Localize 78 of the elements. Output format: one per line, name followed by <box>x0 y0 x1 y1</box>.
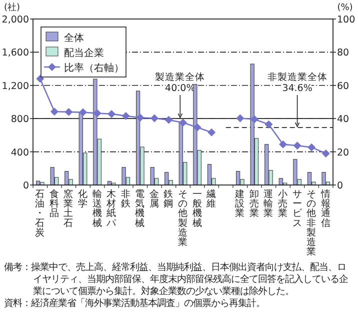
point <box>322 149 330 158</box>
point <box>193 123 202 132</box>
x-tick-label: サービス <box>292 189 304 229</box>
x-tick-label: 窯業土石 <box>64 188 74 229</box>
y2-tick-label: 0 <box>337 180 344 192</box>
x-tick-label: 電気機械 <box>135 189 146 229</box>
bar <box>178 121 183 186</box>
point <box>122 112 130 120</box>
bar <box>293 159 298 186</box>
bar <box>136 90 140 186</box>
point <box>36 74 44 83</box>
legend-label: 配当企業 <box>64 47 104 59</box>
x-tick-label: その他非製造業 <box>306 189 317 258</box>
x-tick-label: 建設業 <box>234 188 246 220</box>
bar <box>307 172 312 186</box>
text: 備考：操業中で、売上高、経常利益、当期純利益、日本側出資者向け支払、配当、ロイヤリティ、当期内部留保、年度末内部留保残高に全て回答を記入している企業について個票から集計。対象企業数の少ない業種は除外した。 <box>4 262 349 298</box>
y-tick-label: 1,200 <box>2 80 29 92</box>
bar <box>93 78 98 186</box>
y2-tick-label: 80 <box>337 48 350 59</box>
y-tick-label: 400 <box>10 147 29 158</box>
x-tick-label: 輸送機械 <box>92 188 102 229</box>
y-axis-title: (社) <box>4 2 20 13</box>
bar <box>207 164 212 186</box>
bar <box>322 172 326 186</box>
x-tick-label: 卸売業 <box>249 188 260 220</box>
point <box>264 120 273 128</box>
point <box>150 114 158 122</box>
y-tick-label: 2,000 <box>2 14 29 26</box>
point <box>50 108 58 116</box>
y2-tick-label: 40 <box>337 114 350 126</box>
bar <box>122 167 126 186</box>
y-tick-label: 0 <box>22 180 29 192</box>
x-tick-label: 金属 <box>149 188 160 210</box>
point <box>79 108 87 116</box>
point <box>208 128 216 136</box>
y2-tick-label: 60 <box>337 80 350 92</box>
bar <box>236 171 240 186</box>
point <box>64 108 73 116</box>
y2-tick-label: 100 <box>337 14 356 26</box>
x-tick-label: 一般機械 <box>192 189 202 229</box>
bar <box>193 84 198 186</box>
x-tick-label: 石油・石炭 <box>35 189 46 238</box>
x-tick-label: 化学 <box>78 188 88 210</box>
point <box>136 114 144 122</box>
x-tick-label: 情報通信 <box>320 188 331 229</box>
x-tick-label: 食料品 <box>49 188 60 220</box>
y2-axis-title: (%) <box>337 3 353 13</box>
bar <box>164 172 169 186</box>
point <box>236 114 244 122</box>
legend-label: 比率（右軸） <box>64 62 124 74</box>
point <box>279 140 287 148</box>
bar <box>250 64 254 186</box>
point <box>293 142 302 150</box>
point <box>308 143 316 152</box>
y2-tick-label: 20 <box>337 147 350 158</box>
legend-label: 全体 <box>64 32 84 44</box>
point <box>179 118 187 127</box>
point <box>108 110 116 118</box>
bar <box>150 167 154 186</box>
x-tick-label: 小売業 <box>278 188 288 220</box>
x-tick-label: その他製造業 <box>178 189 188 248</box>
bar <box>64 171 69 186</box>
x-tick-label: 鉄鋼 <box>164 188 174 210</box>
y-tick-label: 1,600 <box>2 48 29 59</box>
point <box>250 115 258 124</box>
ref-line-label: 非製造業全体 34.6% <box>267 71 328 94</box>
bar <box>50 167 54 186</box>
point <box>93 109 102 118</box>
y-tick-label: 800 <box>10 114 29 126</box>
bar <box>264 144 269 186</box>
x-tick-label: 繊維 <box>206 188 217 210</box>
x-tick-label: 木材紙パ <box>106 188 118 229</box>
bar <box>278 178 283 186</box>
bar <box>78 112 83 186</box>
point <box>164 116 173 124</box>
x-tick-label: 運輸業 <box>264 188 274 220</box>
text: 資料：経済産業省「海外事業活動基本調査」の個票から再集計。 <box>4 298 266 310</box>
x-tick-label: 非鉄 <box>120 188 131 210</box>
